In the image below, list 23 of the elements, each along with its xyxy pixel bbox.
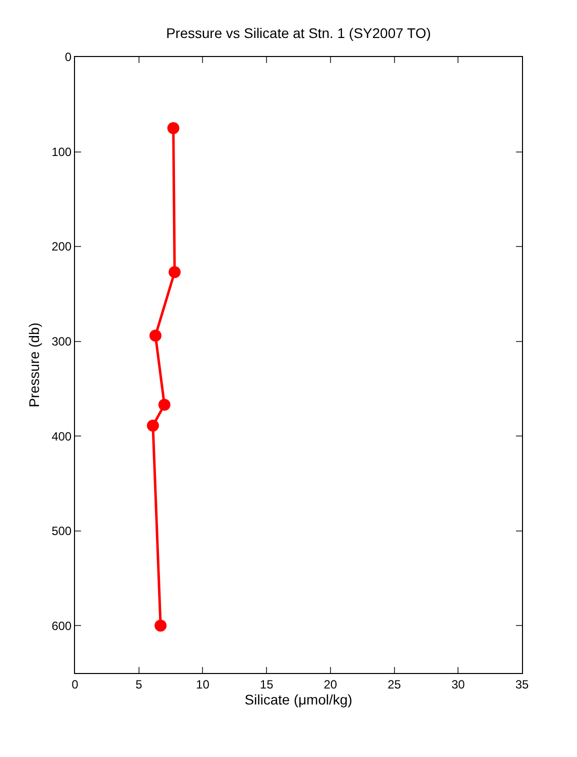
y-tick-label: 0: [64, 50, 72, 64]
y-tick-label: 100: [52, 144, 72, 159]
point: [149, 330, 162, 342]
point: [146, 420, 159, 432]
point: [168, 266, 181, 278]
y-axis-title: Pressure (db): [26, 322, 42, 408]
x-tick-label: 10: [196, 677, 210, 692]
chart-title: Pressure vs Silicate at Stn. 1 (SY2007 TO): [166, 25, 431, 41]
x-tick-label: 5: [136, 677, 143, 692]
x-tick-label: 35: [515, 677, 529, 692]
y-tick-label: 500: [52, 524, 72, 538]
y-tick-label: 600: [52, 618, 72, 633]
y-tick-label: 300: [52, 334, 72, 349]
y-tick-label: 200: [52, 240, 72, 254]
y-tick-label: 400: [52, 429, 72, 444]
point: [158, 398, 170, 411]
x-tick-label: 25: [388, 677, 402, 692]
point: [167, 122, 180, 134]
point: [154, 620, 167, 632]
x-tick-label: 15: [260, 677, 274, 692]
x-tick-label: 20: [324, 677, 338, 692]
x-axis-title: Silicate (μmol/kg): [244, 692, 352, 708]
x-tick-label: 30: [451, 677, 466, 692]
